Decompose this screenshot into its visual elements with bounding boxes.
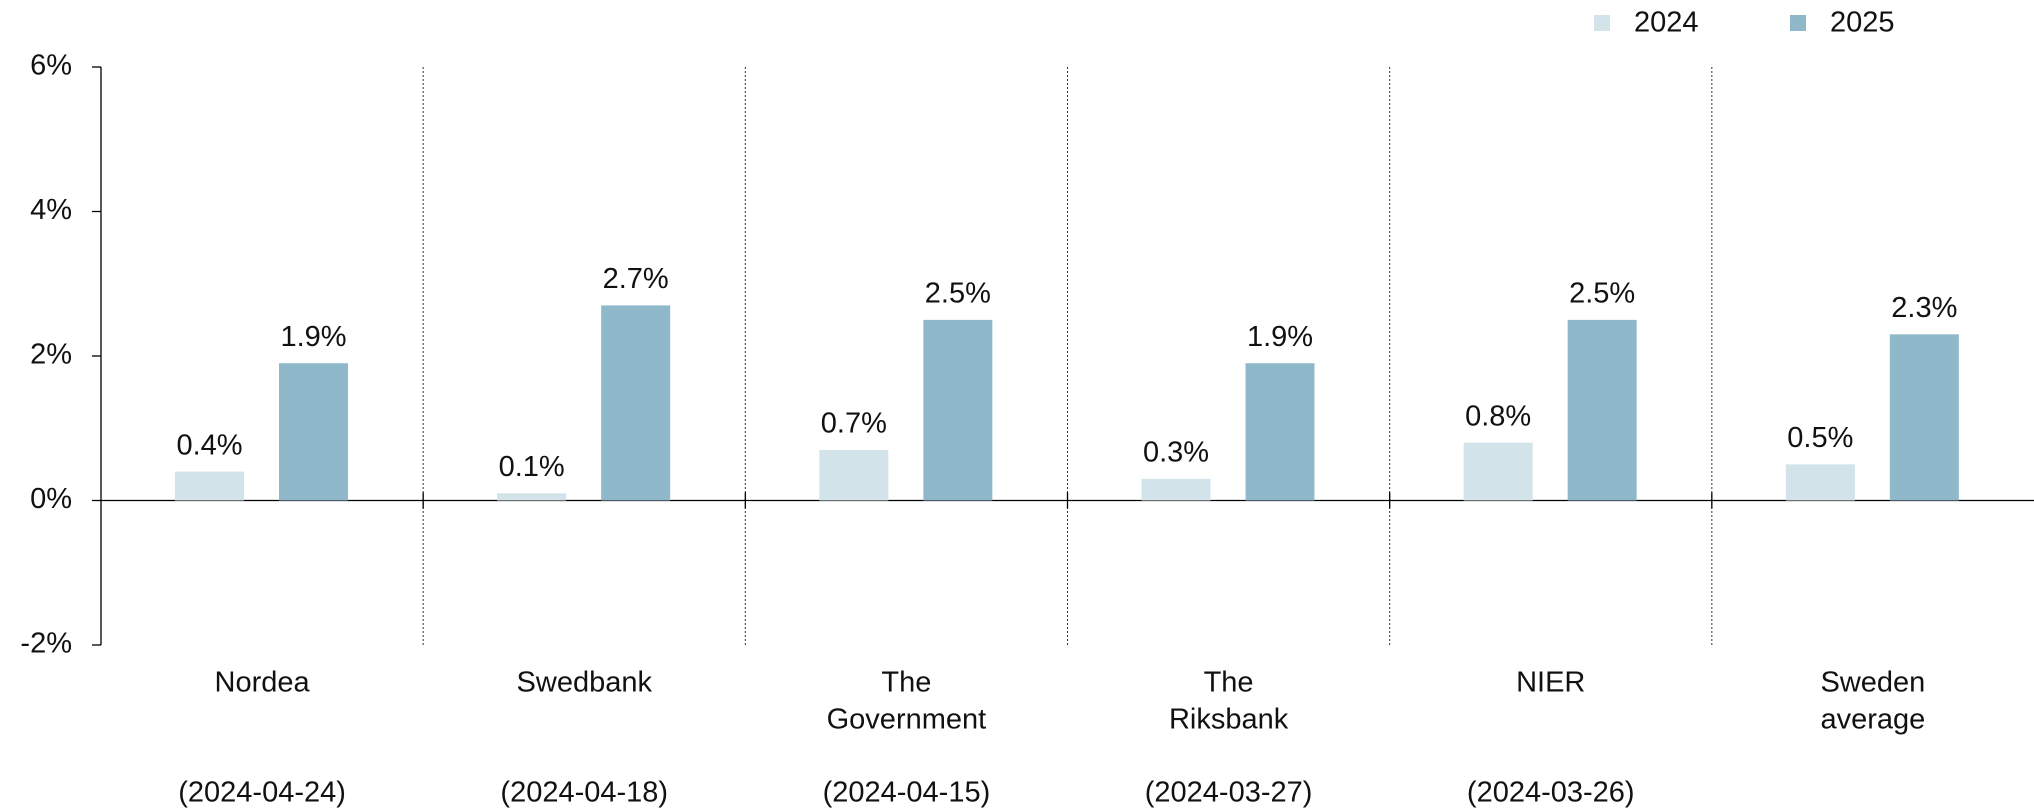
x-tick-label: Government <box>827 704 987 736</box>
value-label: 2.5% <box>925 278 991 310</box>
bar <box>1141 478 1211 501</box>
x-tick-label: average <box>1821 704 1926 736</box>
x-tick-label: Sweden <box>1821 667 1926 699</box>
value-label: 0.5% <box>1787 422 1853 454</box>
value-label: 1.9% <box>1247 321 1313 353</box>
value-label: 0.8% <box>1465 400 1531 432</box>
bar <box>1567 319 1637 501</box>
bar <box>819 449 889 501</box>
date-label: (2024-04-15) <box>823 777 991 809</box>
y-tick-label: -2% <box>20 628 72 660</box>
y-tick-label: 4% <box>30 194 72 226</box>
value-label: 2.5% <box>1569 278 1635 310</box>
value-label: 1.9% <box>280 321 346 353</box>
bar <box>601 305 671 501</box>
bar <box>175 471 244 501</box>
bar <box>1785 464 1855 501</box>
x-tick-label: Swedbank <box>517 667 653 699</box>
date-label: (2024-03-26) <box>1467 777 1635 809</box>
bar <box>279 363 348 501</box>
x-tick-label: Nordea <box>215 667 311 699</box>
legend-label: 2025 <box>1830 7 1895 39</box>
legend-swatch <box>1790 15 1806 31</box>
y-tick-label: 6% <box>30 50 72 82</box>
value-label: 0.7% <box>821 408 887 440</box>
date-label: (2024-04-24) <box>178 777 346 809</box>
bar <box>1889 334 1959 501</box>
x-tick-label: The <box>881 667 931 699</box>
x-tick-label: The <box>1204 667 1254 699</box>
legend-swatch <box>1594 15 1610 31</box>
bar <box>923 319 993 501</box>
value-label: 2.3% <box>1891 292 1957 324</box>
y-tick-label: 2% <box>30 339 72 371</box>
value-label: 2.7% <box>603 263 669 295</box>
value-label: 0.1% <box>499 451 565 483</box>
date-label: (2024-04-18) <box>500 777 668 809</box>
bar <box>497 493 567 501</box>
bar <box>1245 363 1315 501</box>
value-label: 0.4% <box>176 429 242 461</box>
x-tick-label: NIER <box>1516 667 1585 699</box>
legend-label: 2024 <box>1634 7 1699 39</box>
value-label: 0.3% <box>1143 436 1209 468</box>
bar <box>1463 442 1533 501</box>
date-label: (2024-03-27) <box>1145 777 1313 809</box>
x-tick-label: Riksbank <box>1169 704 1289 736</box>
y-tick-label: 0% <box>30 483 72 515</box>
